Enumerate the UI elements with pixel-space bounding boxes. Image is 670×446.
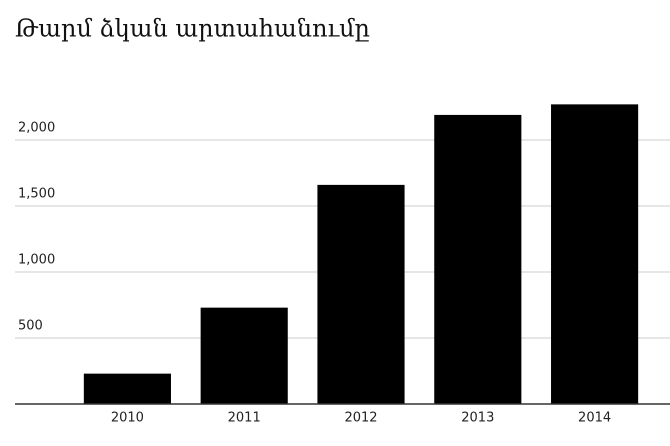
x-tick-label: 2012 — [344, 411, 377, 426]
x-tick-label: 2010 — [111, 411, 144, 426]
bar — [83, 373, 171, 404]
y-tick-label: 2,000 — [18, 121, 55, 136]
y-tick-label: 1,500 — [18, 187, 55, 202]
x-tick-label: 2014 — [578, 411, 611, 426]
chart-title: Թարմ ձկան արտահանումը — [15, 15, 370, 43]
bar — [551, 104, 639, 405]
y-tick-label: 500 — [18, 319, 43, 334]
x-tick-label: 2013 — [461, 411, 494, 426]
bar — [317, 184, 405, 404]
bar — [200, 307, 288, 404]
y-tick-label: 1,000 — [18, 253, 55, 268]
bar — [434, 114, 522, 405]
x-tick-label: 2011 — [228, 411, 261, 426]
